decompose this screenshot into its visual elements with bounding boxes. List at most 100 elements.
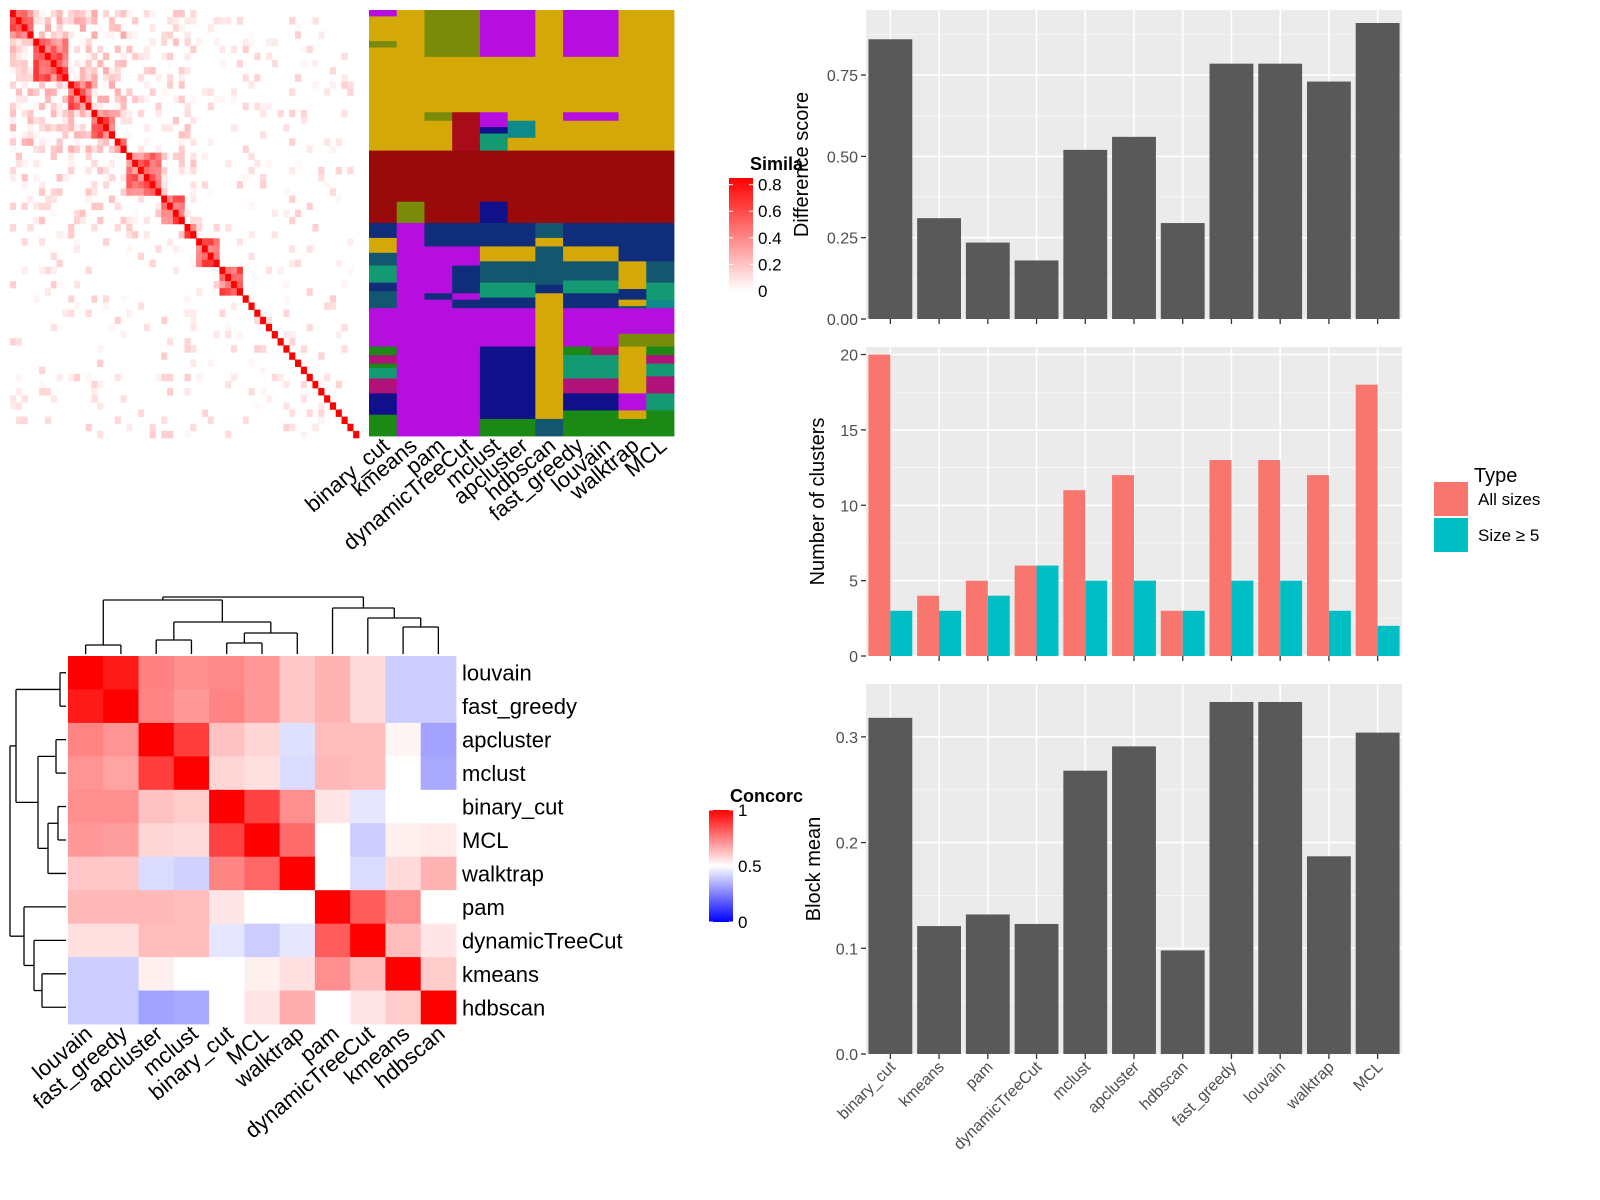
similarity-cell	[56, 45, 63, 54]
concordance-cell	[385, 990, 422, 1025]
similarity-cell	[306, 323, 313, 332]
similarity-cell	[242, 102, 249, 111]
similarity-cell	[201, 152, 209, 161]
bar	[1014, 260, 1059, 319]
similarity-cell	[190, 10, 197, 18]
cluster-segment	[424, 56, 453, 113]
concordance-cell	[420, 689, 457, 724]
cluster-segment	[369, 308, 398, 347]
similarity-cell	[97, 345, 104, 353]
similarity-cell	[184, 388, 191, 396]
similarity-cell	[137, 195, 145, 203]
similarity-cell	[68, 67, 75, 75]
similarity-cell	[335, 166, 342, 175]
similarity-cell	[21, 174, 28, 182]
concordance-cell	[244, 689, 281, 724]
similarity-cell	[341, 416, 348, 425]
concordance-cell	[103, 923, 139, 958]
similarity-cell	[329, 145, 337, 153]
similarity-cell	[132, 159, 139, 168]
similarity-cell	[196, 216, 203, 225]
similarity-cell	[201, 181, 209, 189]
similarity-cell	[167, 202, 174, 211]
similarity-cell	[196, 245, 203, 253]
similarity-cell	[265, 266, 273, 275]
similarity-cell	[143, 181, 150, 189]
similarity-cell	[329, 67, 337, 75]
similarity-cell	[114, 202, 121, 211]
similarity-cell	[207, 359, 214, 367]
bar	[1160, 950, 1205, 1054]
similarity-cell	[62, 81, 69, 89]
similarity-cell	[44, 95, 52, 104]
similarity-cell	[91, 74, 98, 82]
similarity-cell	[103, 174, 110, 182]
similarity-cell	[126, 166, 133, 175]
similarity-cell	[289, 245, 296, 253]
similarity-cell	[271, 38, 278, 46]
similarity-cell	[97, 430, 104, 439]
similarity-cell	[155, 159, 162, 168]
similarity-cell	[91, 124, 98, 132]
similarity-cell	[207, 102, 214, 111]
similarity-cell	[283, 380, 290, 389]
concordance-cell	[68, 890, 104, 925]
similarity-cell	[21, 31, 28, 39]
similarity-cell	[56, 109, 63, 118]
similarity-cell	[289, 195, 296, 203]
similarity-cell	[79, 216, 86, 225]
concordance-cell	[209, 656, 245, 690]
similarity-cell	[50, 152, 57, 161]
similarity-cell	[44, 195, 52, 203]
y-axis-title: Number of clusters	[807, 418, 829, 586]
similarity-cell	[318, 31, 325, 39]
cluster-segment	[618, 223, 647, 262]
concordance-cell	[279, 856, 316, 891]
similarity-cell	[254, 52, 261, 61]
cluster-segment	[424, 299, 453, 437]
cluster-segment	[646, 393, 675, 411]
cluster-segment	[563, 246, 592, 262]
concordance-cell	[209, 957, 245, 991]
similarity-cell	[137, 145, 145, 153]
similarity-cell	[120, 138, 127, 146]
similarity-cell	[172, 38, 179, 46]
cluster-segment	[424, 223, 453, 247]
similarity-cell	[265, 159, 273, 168]
cluster-segment	[479, 112, 509, 128]
concordance-legend-title: Concorc	[730, 786, 803, 806]
cluster-segment	[563, 393, 592, 411]
similarity-cell	[56, 102, 63, 111]
concordance-cell	[103, 890, 139, 925]
similarity-cell	[91, 117, 98, 125]
similarity-cell	[39, 67, 46, 75]
concordance-cell	[138, 722, 175, 757]
similarity-cell	[132, 52, 139, 61]
similarity-cell	[300, 345, 307, 353]
cluster-segment	[618, 150, 647, 224]
similarity-cell	[126, 159, 133, 168]
similarity-cell	[91, 67, 98, 75]
similarity-cell	[172, 245, 179, 253]
similarity-cell	[15, 67, 22, 75]
similarity-cell	[254, 102, 261, 111]
cluster-segment	[424, 112, 453, 122]
similarity-cell	[161, 38, 168, 46]
similarity-cell	[114, 145, 121, 153]
x-tick-label: louvain	[1241, 1059, 1289, 1107]
similarity-cell	[137, 252, 145, 260]
similarity-cell	[329, 402, 337, 410]
similarity-cell	[79, 17, 86, 25]
cluster-segment	[369, 237, 398, 254]
similarity-cell	[39, 266, 46, 275]
similarity-cell	[132, 174, 139, 182]
similarity-cell	[68, 159, 75, 168]
similarity-cell	[289, 409, 296, 417]
similarity-cell	[108, 124, 115, 132]
similarity-cell	[242, 174, 249, 182]
similarity-cell	[56, 10, 63, 18]
concordance-cell	[350, 856, 386, 891]
bar-size-5	[1328, 610, 1351, 656]
similarity-cell	[254, 402, 261, 410]
